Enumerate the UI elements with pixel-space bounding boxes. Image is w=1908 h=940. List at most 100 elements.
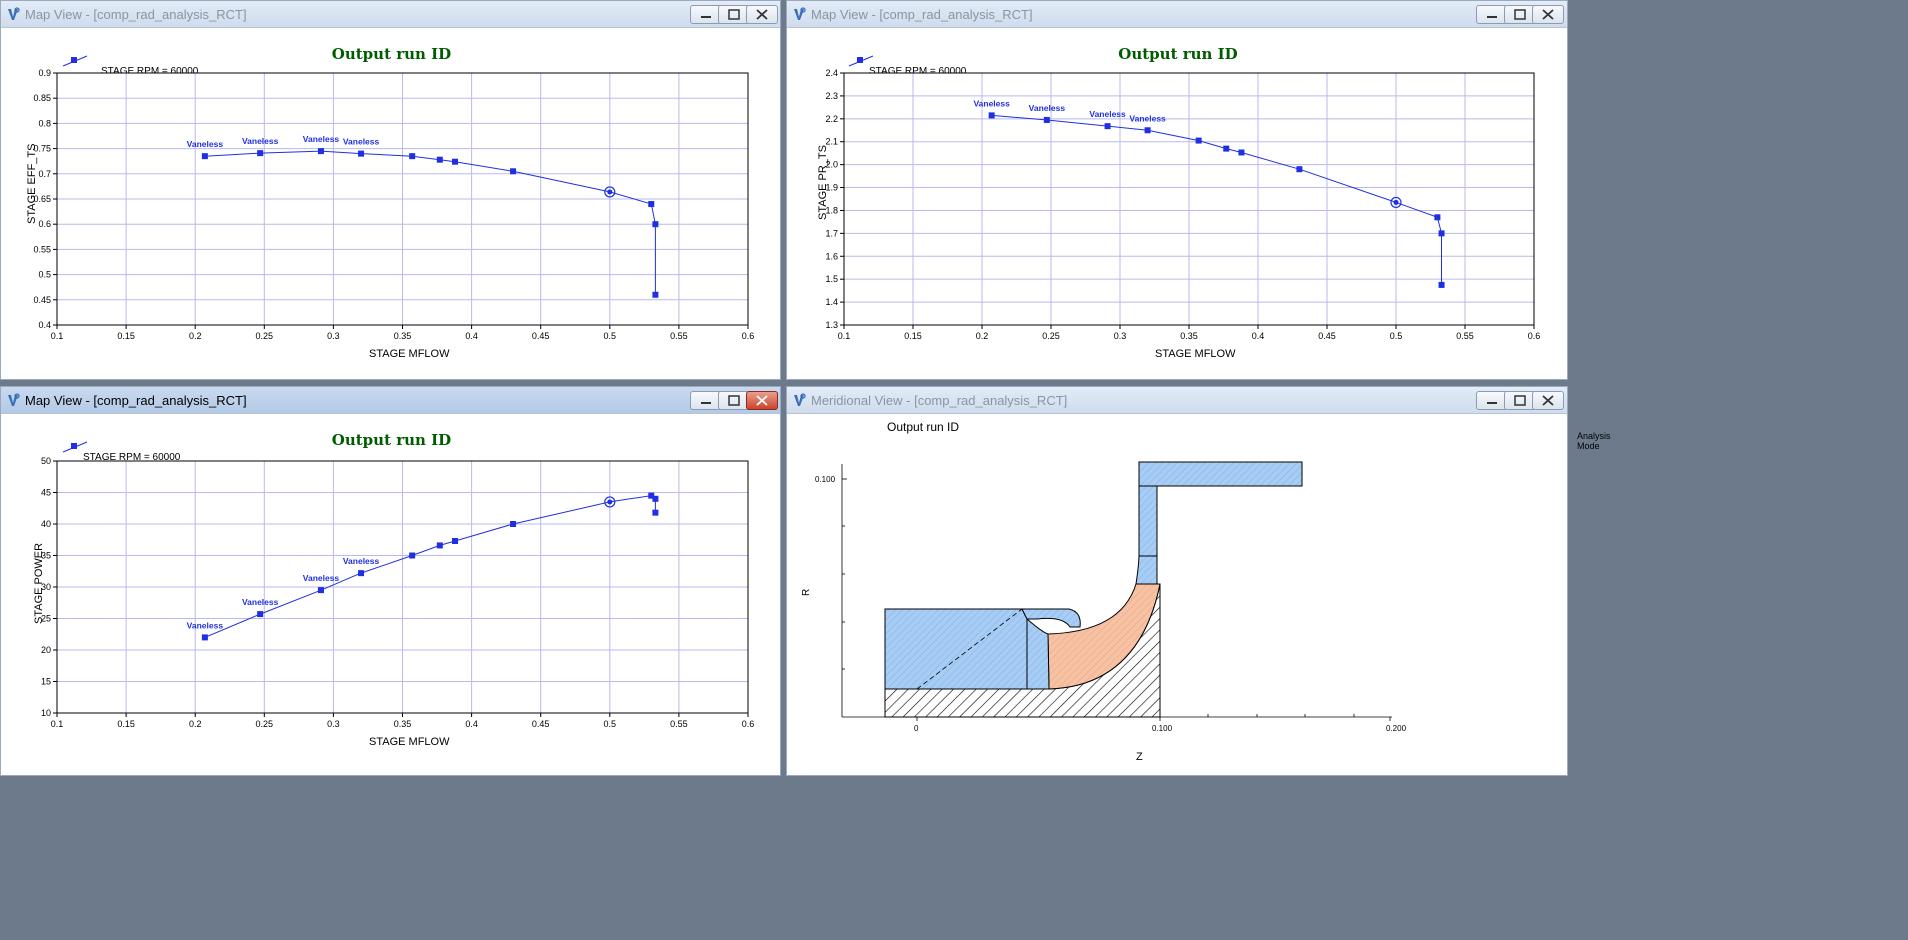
app-logo-icon — [8, 393, 20, 406]
y-tick-label: 1.8 — [825, 205, 838, 215]
legend-symbol — [62, 441, 88, 453]
map-view-window-power[interactable]: Map View - [comp_rad_analysis_RCT] Outpu… — [0, 386, 781, 776]
title-bar[interactable]: Map View - [comp_rad_analysis_RCT] — [1, 387, 780, 414]
plot-title: Output run ID — [331, 45, 452, 63]
z-tick-label: 0.100 — [1152, 724, 1173, 733]
close-button[interactable] — [746, 391, 778, 410]
y-tick-label: 2.4 — [825, 68, 838, 78]
r-tick-label: 0.100 — [815, 475, 836, 484]
x-tick-label: 0.5 — [1390, 331, 1403, 341]
maximize-icon — [728, 395, 740, 406]
y-axis-label: STAGE POWER — [33, 542, 45, 624]
data-point — [1144, 127, 1151, 134]
data-label: Vaneless — [187, 620, 224, 630]
app-logo-icon — [8, 7, 20, 20]
legend-symbol — [848, 55, 874, 67]
y-tick-label: 1.6 — [825, 251, 838, 261]
design-point-marker — [604, 496, 616, 508]
efficiency-chart: 0.1 0.15 0.2 0.25 0.3 0.35 0.4 0.45 0.5 0.55 0.6 0.… — [33, 68, 754, 341]
x-tick-label: 0.4 — [465, 719, 478, 729]
close-button[interactable] — [746, 5, 778, 24]
y-tick-label: 2.0 — [825, 160, 838, 170]
title-bar[interactable]: Map View - [comp_rad_analysis_RCT] — [1, 1, 780, 28]
y-tick-label: 0.75 — [33, 144, 51, 154]
data-point — [1043, 116, 1050, 123]
legend-label: STAGE RPM = 60000 — [83, 452, 181, 463]
data-point — [452, 538, 459, 545]
title-bar[interactable]: Map View - [comp_rad_analysis_RCT] — [787, 1, 1567, 28]
minimize-icon — [701, 16, 711, 18]
plot-title: Output run ID — [1118, 45, 1238, 63]
maximize-button[interactable] — [1504, 391, 1536, 410]
y-tick-label: 0.85 — [33, 93, 51, 103]
legend-symbol — [62, 55, 88, 67]
close-icon — [1542, 395, 1554, 406]
y-axis-label: STAGE EFF_TS — [26, 143, 38, 224]
map-view-window-pressure-ratio[interactable]: Map View - [comp_rad_analysis_RCT] Outpu… — [786, 0, 1568, 380]
y-tick-label: 1.4 — [825, 297, 838, 307]
z-tick-label: 0 — [914, 724, 919, 733]
data-point — [510, 521, 517, 527]
x-tick-label: 0.45 — [1318, 331, 1336, 341]
shroud-strip — [1021, 608, 1081, 628]
data-point — [1195, 137, 1202, 144]
window-title: Map View - [comp_rad_analysis_RCT] — [25, 393, 247, 408]
minimize-icon — [1487, 16, 1497, 18]
x-tick-label: 0.4 — [465, 331, 478, 341]
y-tick-label: 0.45 — [33, 295, 51, 305]
data-point — [1438, 230, 1445, 237]
data-point — [652, 509, 659, 516]
maximize-icon — [1514, 9, 1526, 20]
y-tick-label: 0.5 — [38, 270, 51, 280]
x-tick-label: 0.5 — [604, 331, 617, 341]
inlet-dashed-line — [916, 608, 1023, 690]
y-tick-label: 1.5 — [825, 274, 838, 284]
close-button[interactable] — [1532, 5, 1564, 24]
x-tick-label: 0.6 — [1528, 331, 1541, 341]
data-point — [1296, 166, 1303, 173]
close-button[interactable] — [1532, 391, 1564, 410]
x-tick-label: 0.4 — [1252, 331, 1265, 341]
minimize-button[interactable] — [1476, 391, 1508, 410]
x-tick-label: 0.3 — [327, 719, 340, 729]
maximize-icon — [728, 9, 740, 20]
design-point-marker — [604, 186, 616, 198]
minimize-button[interactable] — [690, 5, 722, 24]
x-tick-label: 0.45 — [532, 719, 550, 729]
maximize-button[interactable] — [718, 5, 750, 24]
y-tick-label: 35 — [41, 551, 51, 561]
close-icon — [756, 9, 768, 20]
x-axis-label: STAGE MFLOW — [369, 348, 450, 360]
app-logo-icon — [794, 393, 806, 406]
x-tick-label: 0.55 — [670, 719, 688, 729]
analysis-mode-label: Analysis Mode — [1577, 431, 1611, 451]
exit-volute — [1138, 461, 1303, 487]
data-label: Vaneless — [973, 98, 1010, 108]
data-point — [201, 153, 208, 160]
x-axis-label: STAGE MFLOW — [369, 736, 450, 748]
data-point — [452, 158, 459, 165]
close-icon — [1542, 9, 1554, 20]
map-view-window-efficiency[interactable]: Map View - [comp_rad_analysis_RCT] Outpu… — [0, 0, 781, 380]
y-tick-label: 20 — [41, 645, 51, 655]
plot-border — [56, 72, 749, 326]
x-tick-label: 0.2 — [189, 719, 202, 729]
meridional-view-window[interactable]: Meridional View - [comp_rad_analysis_RCT… — [786, 386, 1611, 776]
design-point-dot — [1393, 199, 1399, 205]
data-label: Vaneless — [303, 134, 340, 144]
x-tick-label: 0.25 — [1042, 331, 1060, 341]
power-chart: 0.1 0.15 0.2 0.25 0.3 0.35 0.4 0.45 0.5 0.55 0.6 10… — [41, 456, 754, 729]
data-point — [436, 156, 443, 163]
x-tick-label: 0.15 — [117, 331, 135, 341]
data-point — [1104, 123, 1111, 130]
x-tick-label: 0.35 — [1180, 331, 1198, 341]
maximize-button[interactable] — [718, 391, 750, 410]
title-bar[interactable]: Meridional View - [comp_rad_analysis_RCT… — [787, 387, 1567, 414]
x-tick-label: 0.1 — [838, 331, 851, 341]
data-label: Vaneless — [343, 556, 380, 566]
data-point — [1434, 214, 1441, 221]
x-tick-label: 0.2 — [189, 331, 202, 341]
x-tick-label: 0.25 — [256, 719, 274, 729]
y-tick-label: 45 — [41, 488, 51, 498]
close-icon — [756, 395, 768, 406]
